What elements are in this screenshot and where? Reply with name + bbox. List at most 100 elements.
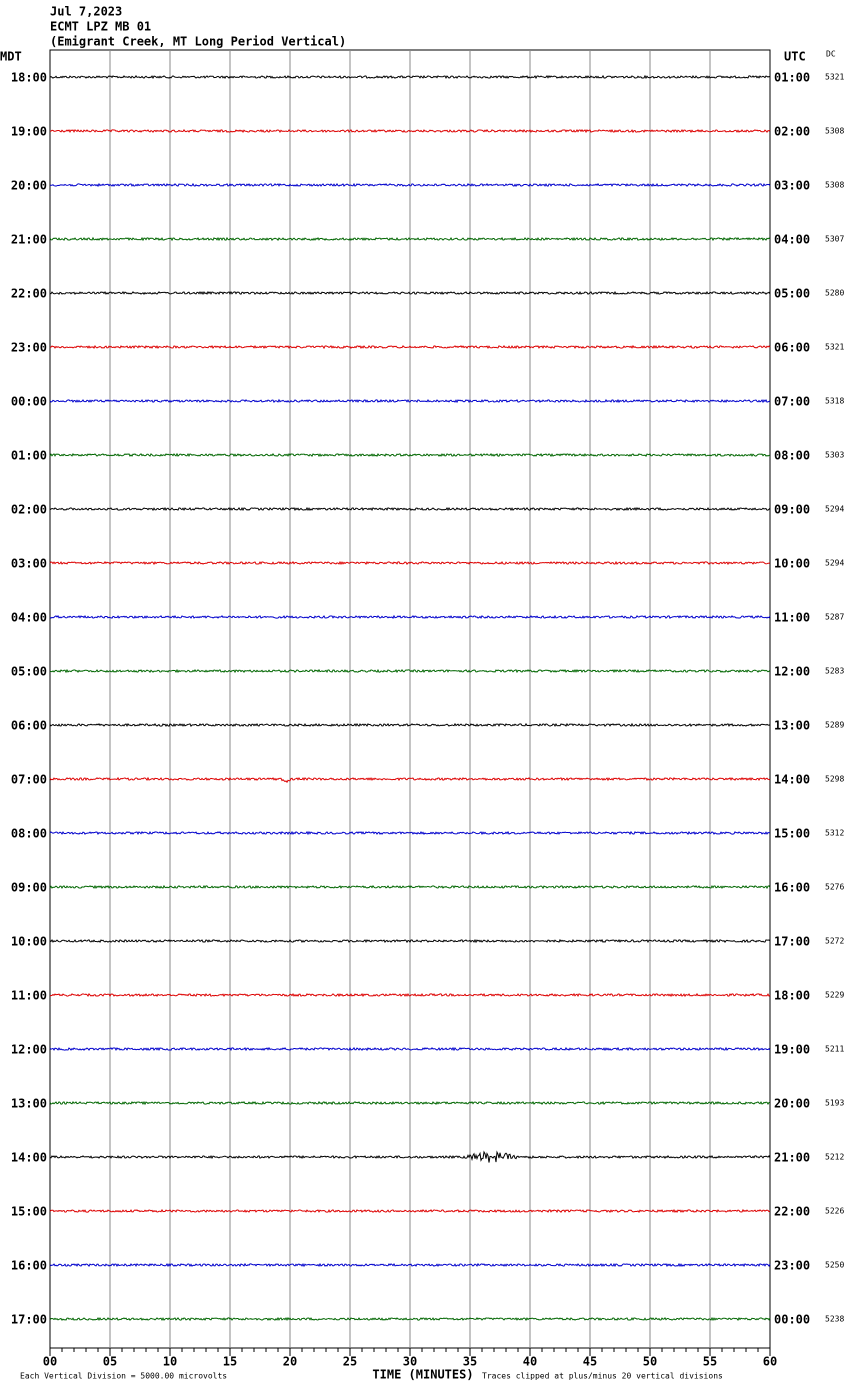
x-tick-label: 25 xyxy=(343,1355,357,1369)
utc-label: 00:00 xyxy=(774,1313,810,1327)
trace xyxy=(49,128,771,134)
trace xyxy=(49,1316,771,1322)
dc-label: 5211 xyxy=(825,1045,844,1054)
trace xyxy=(49,1262,771,1268)
trace xyxy=(49,1208,771,1214)
utc-label: 11:00 xyxy=(774,611,810,625)
utc-label: 15:00 xyxy=(774,827,810,841)
x-tick-label: 00 xyxy=(43,1355,57,1369)
dc-label: 5238 xyxy=(825,1315,844,1324)
x-tick-label: 10 xyxy=(163,1355,177,1369)
utc-label: 06:00 xyxy=(774,341,810,355)
dc-label: 5287 xyxy=(825,613,844,622)
trace xyxy=(49,614,771,620)
mdt-label: 19:00 xyxy=(11,125,47,139)
mdt-label: 23:00 xyxy=(11,341,47,355)
dc-label: 5307 xyxy=(825,235,844,244)
dc-label: 5303 xyxy=(825,451,844,460)
utc-label: 12:00 xyxy=(774,665,810,679)
mdt-label: 11:00 xyxy=(11,989,47,1003)
mdt-label: 09:00 xyxy=(11,881,47,895)
mdt-label: 02:00 xyxy=(11,503,47,517)
dc-label: 5321 xyxy=(825,73,844,82)
mdt-label: 21:00 xyxy=(11,233,47,247)
station: ECMT LPZ MB 01 xyxy=(50,20,151,34)
utc-label: 01:00 xyxy=(774,71,810,85)
utc-label: 14:00 xyxy=(774,773,810,787)
x-axis-title: TIME (MINUTES) xyxy=(372,1368,473,1382)
trace xyxy=(49,1150,771,1163)
dc-label: 5294 xyxy=(825,505,844,514)
utc-label: 02:00 xyxy=(774,125,810,139)
utc-label: 23:00 xyxy=(774,1259,810,1273)
mdt-label: 04:00 xyxy=(11,611,47,625)
utc-label: 21:00 xyxy=(774,1151,810,1165)
mdt-label: 18:00 xyxy=(11,71,47,85)
mdt-label: 01:00 xyxy=(11,449,47,463)
x-tick-label: 45 xyxy=(583,1355,597,1369)
x-tick-label: 20 xyxy=(283,1355,297,1369)
dc-label: 5226 xyxy=(825,1207,844,1216)
x-tick-label: 15 xyxy=(223,1355,237,1369)
right-axis-title: UTC xyxy=(784,50,806,64)
dc-label: 5193 xyxy=(825,1099,844,1108)
utc-label: 07:00 xyxy=(774,395,810,409)
mdt-label: 16:00 xyxy=(11,1259,47,1273)
dc-label: 5229 xyxy=(825,991,844,1000)
mdt-label: 08:00 xyxy=(11,827,47,841)
dc-label: 5312 xyxy=(825,829,844,838)
trace xyxy=(49,722,771,728)
trace xyxy=(49,1046,771,1052)
utc-label: 03:00 xyxy=(774,179,810,193)
x-tick-label: 40 xyxy=(523,1355,537,1369)
utc-label: 05:00 xyxy=(774,287,810,301)
utc-label: 18:00 xyxy=(774,989,810,1003)
trace xyxy=(49,290,771,296)
trace xyxy=(49,452,771,458)
dc-label: 5318 xyxy=(825,397,844,406)
dc-label: 5276 xyxy=(825,883,844,892)
trace xyxy=(49,992,771,998)
dc-label: 5289 xyxy=(825,721,844,730)
mdt-label: 06:00 xyxy=(11,719,47,733)
utc-label: 17:00 xyxy=(774,935,810,949)
utc-label: 09:00 xyxy=(774,503,810,517)
x-tick-label: 60 xyxy=(763,1355,777,1369)
dc-title: DC xyxy=(826,50,836,59)
trace xyxy=(49,776,771,784)
mdt-label: 07:00 xyxy=(11,773,47,787)
mdt-label: 12:00 xyxy=(11,1043,47,1057)
trace xyxy=(49,344,771,350)
x-tick-label: 30 xyxy=(403,1355,417,1369)
dc-label: 5321 xyxy=(825,343,844,352)
utc-label: 19:00 xyxy=(774,1043,810,1057)
mdt-label: 15:00 xyxy=(11,1205,47,1219)
trace xyxy=(49,884,771,890)
trace xyxy=(49,560,771,566)
dc-label: 5272 xyxy=(825,937,844,946)
mdt-label: 03:00 xyxy=(11,557,47,571)
mdt-label: 00:00 xyxy=(11,395,47,409)
trace xyxy=(49,398,771,404)
utc-label: 20:00 xyxy=(774,1097,810,1111)
description: (Emigrant Creek, MT Long Period Vertical… xyxy=(50,35,346,49)
trace xyxy=(49,1100,770,1106)
dc-label: 5283 xyxy=(825,667,844,676)
left-axis-title: MDT xyxy=(0,50,22,64)
trace xyxy=(49,506,771,512)
x-tick-label: 55 xyxy=(703,1355,717,1369)
clip-note: Traces clipped at plus/minus 20 vertical… xyxy=(482,1372,723,1381)
dc-label: 5280 xyxy=(825,289,844,298)
utc-label: 13:00 xyxy=(774,719,810,733)
dc-label: 5250 xyxy=(825,1261,844,1270)
mdt-label: 13:00 xyxy=(11,1097,47,1111)
utc-label: 22:00 xyxy=(774,1205,810,1219)
trace xyxy=(49,938,771,944)
date: Jul 7,2023 xyxy=(50,5,122,19)
trace xyxy=(49,668,771,674)
scale-note: Each Vertical Division = 5000.00 microvo… xyxy=(20,1372,227,1381)
x-tick-label: 50 xyxy=(643,1355,657,1369)
mdt-label: 17:00 xyxy=(11,1313,47,1327)
